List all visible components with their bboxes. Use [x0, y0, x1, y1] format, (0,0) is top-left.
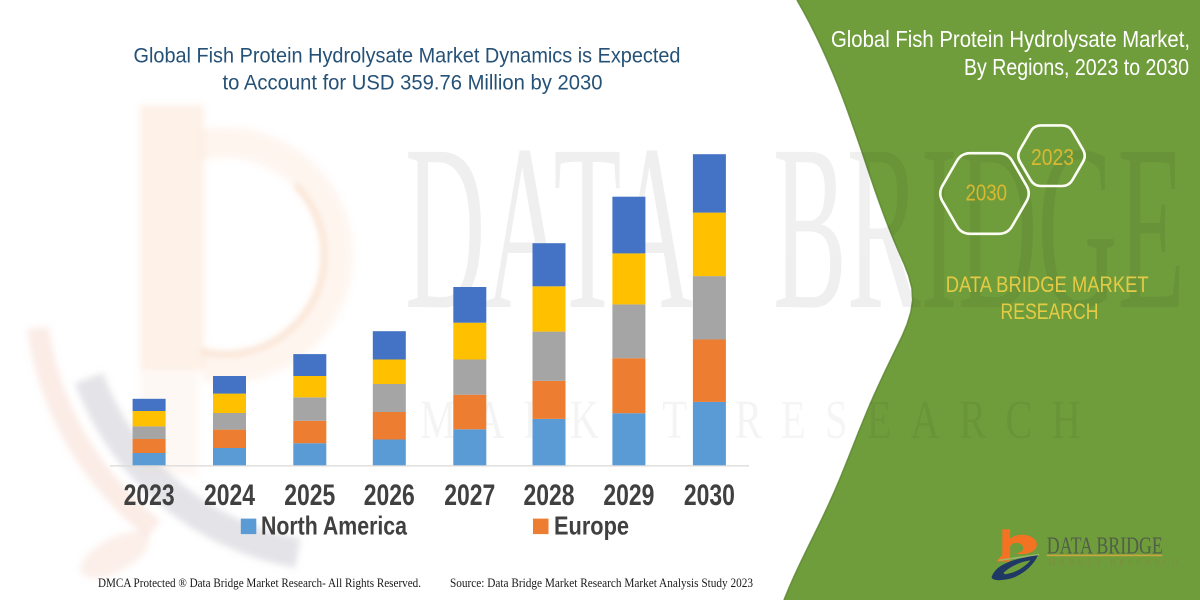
svg-text:2023: 2023: [124, 479, 175, 512]
svg-text:Global Fish Protein Hydrolysat: Global Fish Protein Hydrolysate Market D…: [134, 44, 681, 68]
svg-text:Europe: Europe: [554, 511, 629, 541]
svg-text:RESEARCH: RESEARCH: [1001, 299, 1099, 324]
svg-text:2030: 2030: [684, 479, 735, 512]
svg-text:2030: 2030: [966, 179, 1008, 205]
svg-text:DATA BRIDGE MARKET: DATA BRIDGE MARKET: [946, 272, 1149, 297]
svg-text:2024: 2024: [204, 479, 255, 512]
svg-text:2029: 2029: [603, 479, 654, 512]
svg-text:By Regions, 2023 to 2030: By Regions, 2023 to 2030: [964, 54, 1189, 80]
svg-text:2025: 2025: [284, 479, 335, 512]
svg-text:MARKET RESEARCH: MARKET RESEARCH: [1048, 558, 1180, 568]
svg-text:to Account for USD 359.76 Mill: to Account for USD 359.76 Million by 203…: [223, 71, 603, 95]
svg-text:2023: 2023: [1031, 144, 1074, 170]
svg-text:2026: 2026: [364, 479, 415, 512]
svg-text:2028: 2028: [524, 479, 575, 512]
svg-text:Source: Data Bridge Market Res: Source: Data Bridge Market Research Mark…: [450, 576, 753, 590]
svg-text:DMCA Protected ® Data Bridge M: DMCA Protected ® Data Bridge Market Rese…: [98, 576, 421, 590]
svg-text:2027: 2027: [444, 479, 495, 512]
svg-text:Global Fish Protein Hydrolysat: Global Fish Protein Hydrolysate Market,: [831, 26, 1190, 52]
svg-text:North America: North America: [261, 511, 407, 541]
